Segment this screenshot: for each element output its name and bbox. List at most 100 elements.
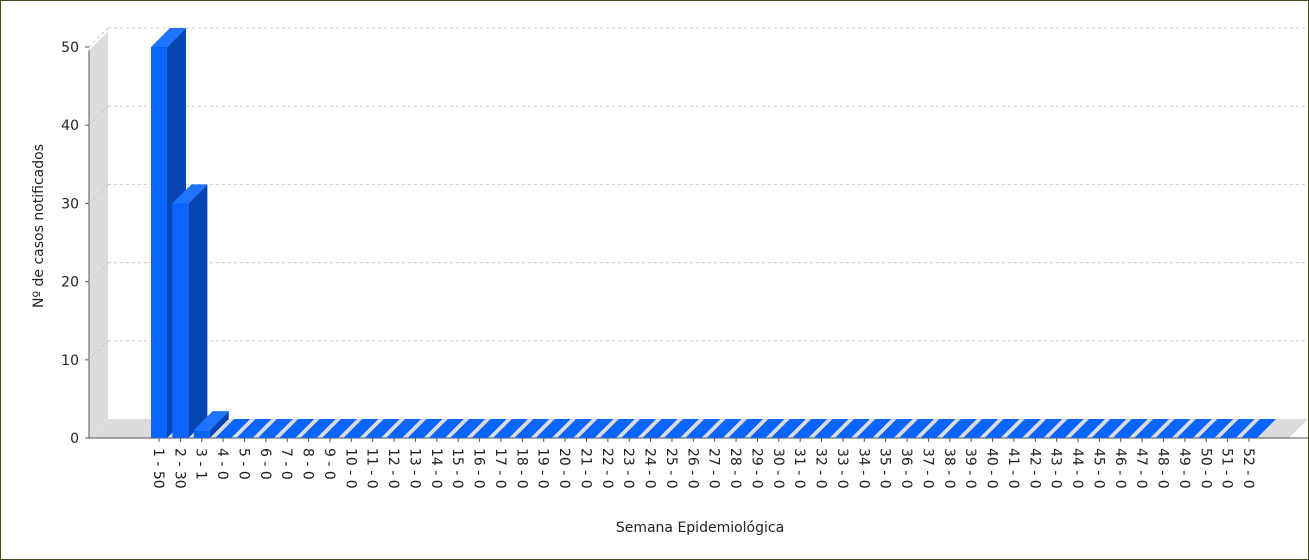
x-tick-label: 46 - 0: [1112, 448, 1128, 489]
bar-top: [450, 419, 486, 438]
bar-top: [557, 419, 593, 438]
x-tick-label: 33 - 0: [834, 448, 850, 489]
bar: [792, 419, 828, 438]
bar: [685, 419, 721, 438]
bar: [1112, 419, 1148, 438]
bar-top: [1219, 419, 1255, 438]
bar-side: [209, 411, 229, 438]
bar-top: [941, 419, 977, 438]
bar-top: [1241, 419, 1276, 438]
bar: [215, 419, 251, 438]
bar-side: [188, 184, 208, 438]
bar: [236, 419, 272, 438]
y-tick-label: 20: [61, 275, 79, 291]
bar: [557, 419, 593, 438]
bar-top: [1176, 419, 1212, 438]
bar: [386, 419, 422, 438]
x-tick-label: 38 - 0: [941, 448, 957, 489]
y-axis-title: Nº de casos notificados: [31, 144, 47, 308]
bar: [728, 419, 764, 438]
x-tick-label: 8 - 0: [300, 448, 316, 480]
chart-walls: [88, 31, 1308, 439]
bar-top: [963, 419, 999, 438]
bar: [172, 184, 208, 438]
x-tick-label: 12 - 0: [385, 448, 401, 489]
x-tick-label: 43 - 0: [1048, 448, 1064, 489]
bar-top: [364, 419, 400, 438]
bar-top: [621, 419, 657, 438]
bar-top: [151, 28, 186, 47]
bar-front: [151, 47, 167, 438]
bars: [151, 28, 1276, 438]
bar-top: [407, 419, 443, 438]
x-tick-label: 50 - 0: [1197, 448, 1213, 489]
bar-top: [1048, 419, 1084, 438]
bar: [343, 419, 379, 438]
bar-top: [172, 184, 208, 204]
bar-top: [877, 419, 913, 438]
bar: [899, 419, 935, 438]
bar: [471, 419, 507, 438]
bar: [578, 419, 614, 438]
bar: [813, 419, 849, 438]
bar-top: [642, 419, 678, 438]
bar: [450, 419, 486, 438]
x-tick-label: 6 - 0: [257, 448, 273, 480]
x-tick-label: 32 - 0: [813, 448, 829, 489]
gridline-diagonal: [88, 105, 109, 126]
bar: [257, 419, 293, 438]
y-tick-label: 40: [61, 118, 79, 134]
bar: [663, 419, 699, 438]
bar: [1091, 419, 1127, 438]
bar: [706, 419, 742, 438]
x-tick-label: 26 - 0: [684, 448, 700, 489]
bar-top: [578, 419, 614, 438]
x-tick-label: 1 - 50: [150, 448, 166, 489]
bar: [749, 419, 785, 438]
bar: [599, 419, 635, 438]
bar: [1219, 419, 1255, 438]
gridline-diagonal: [88, 27, 109, 48]
bar-top: [856, 419, 892, 438]
bar-top: [471, 419, 507, 438]
bar-top: [257, 419, 293, 438]
bar-top: [706, 419, 742, 438]
bar: [193, 411, 229, 438]
x-tick-label: 11 - 0: [364, 448, 380, 489]
bar-top: [984, 419, 1020, 438]
x-tick-label: 31 - 0: [791, 448, 807, 489]
bar: [621, 419, 657, 438]
bar: [1134, 419, 1170, 438]
bar-top: [215, 419, 251, 438]
bar-top: [663, 419, 699, 438]
x-tick-label: 37 - 0: [919, 448, 935, 489]
x-tick-label: 35 - 0: [877, 448, 893, 489]
x-tick-label: 30 - 0: [770, 448, 786, 489]
x-tick-label: 19 - 0: [535, 448, 551, 489]
left-wall: [89, 31, 108, 439]
bar-top: [343, 419, 379, 438]
x-tick-label: 44 - 0: [1069, 448, 1085, 489]
bar: [300, 419, 336, 438]
x-tick-label: 22 - 0: [599, 448, 615, 489]
bar: [856, 419, 892, 438]
bar: [920, 419, 956, 438]
bar: [877, 419, 913, 438]
x-tick-label: 48 - 0: [1155, 448, 1171, 489]
bar: [428, 419, 464, 438]
x-tick-label: 34 - 0: [855, 448, 871, 489]
bar-top: [193, 411, 229, 431]
bar-top: [236, 419, 272, 438]
x-tick-label: 21 - 0: [577, 448, 593, 489]
bar: [492, 419, 528, 438]
x-axis-title: Semana Epidemiológica: [616, 520, 784, 536]
x-tick-label: 42 - 0: [1026, 448, 1042, 489]
y-tick-label: 0: [70, 431, 79, 447]
bar: [984, 419, 1020, 438]
x-tick-label: 24 - 0: [642, 448, 658, 489]
x-tick-label: 47 - 0: [1133, 448, 1149, 489]
bar-top: [1155, 419, 1191, 438]
bar-top: [749, 419, 785, 438]
